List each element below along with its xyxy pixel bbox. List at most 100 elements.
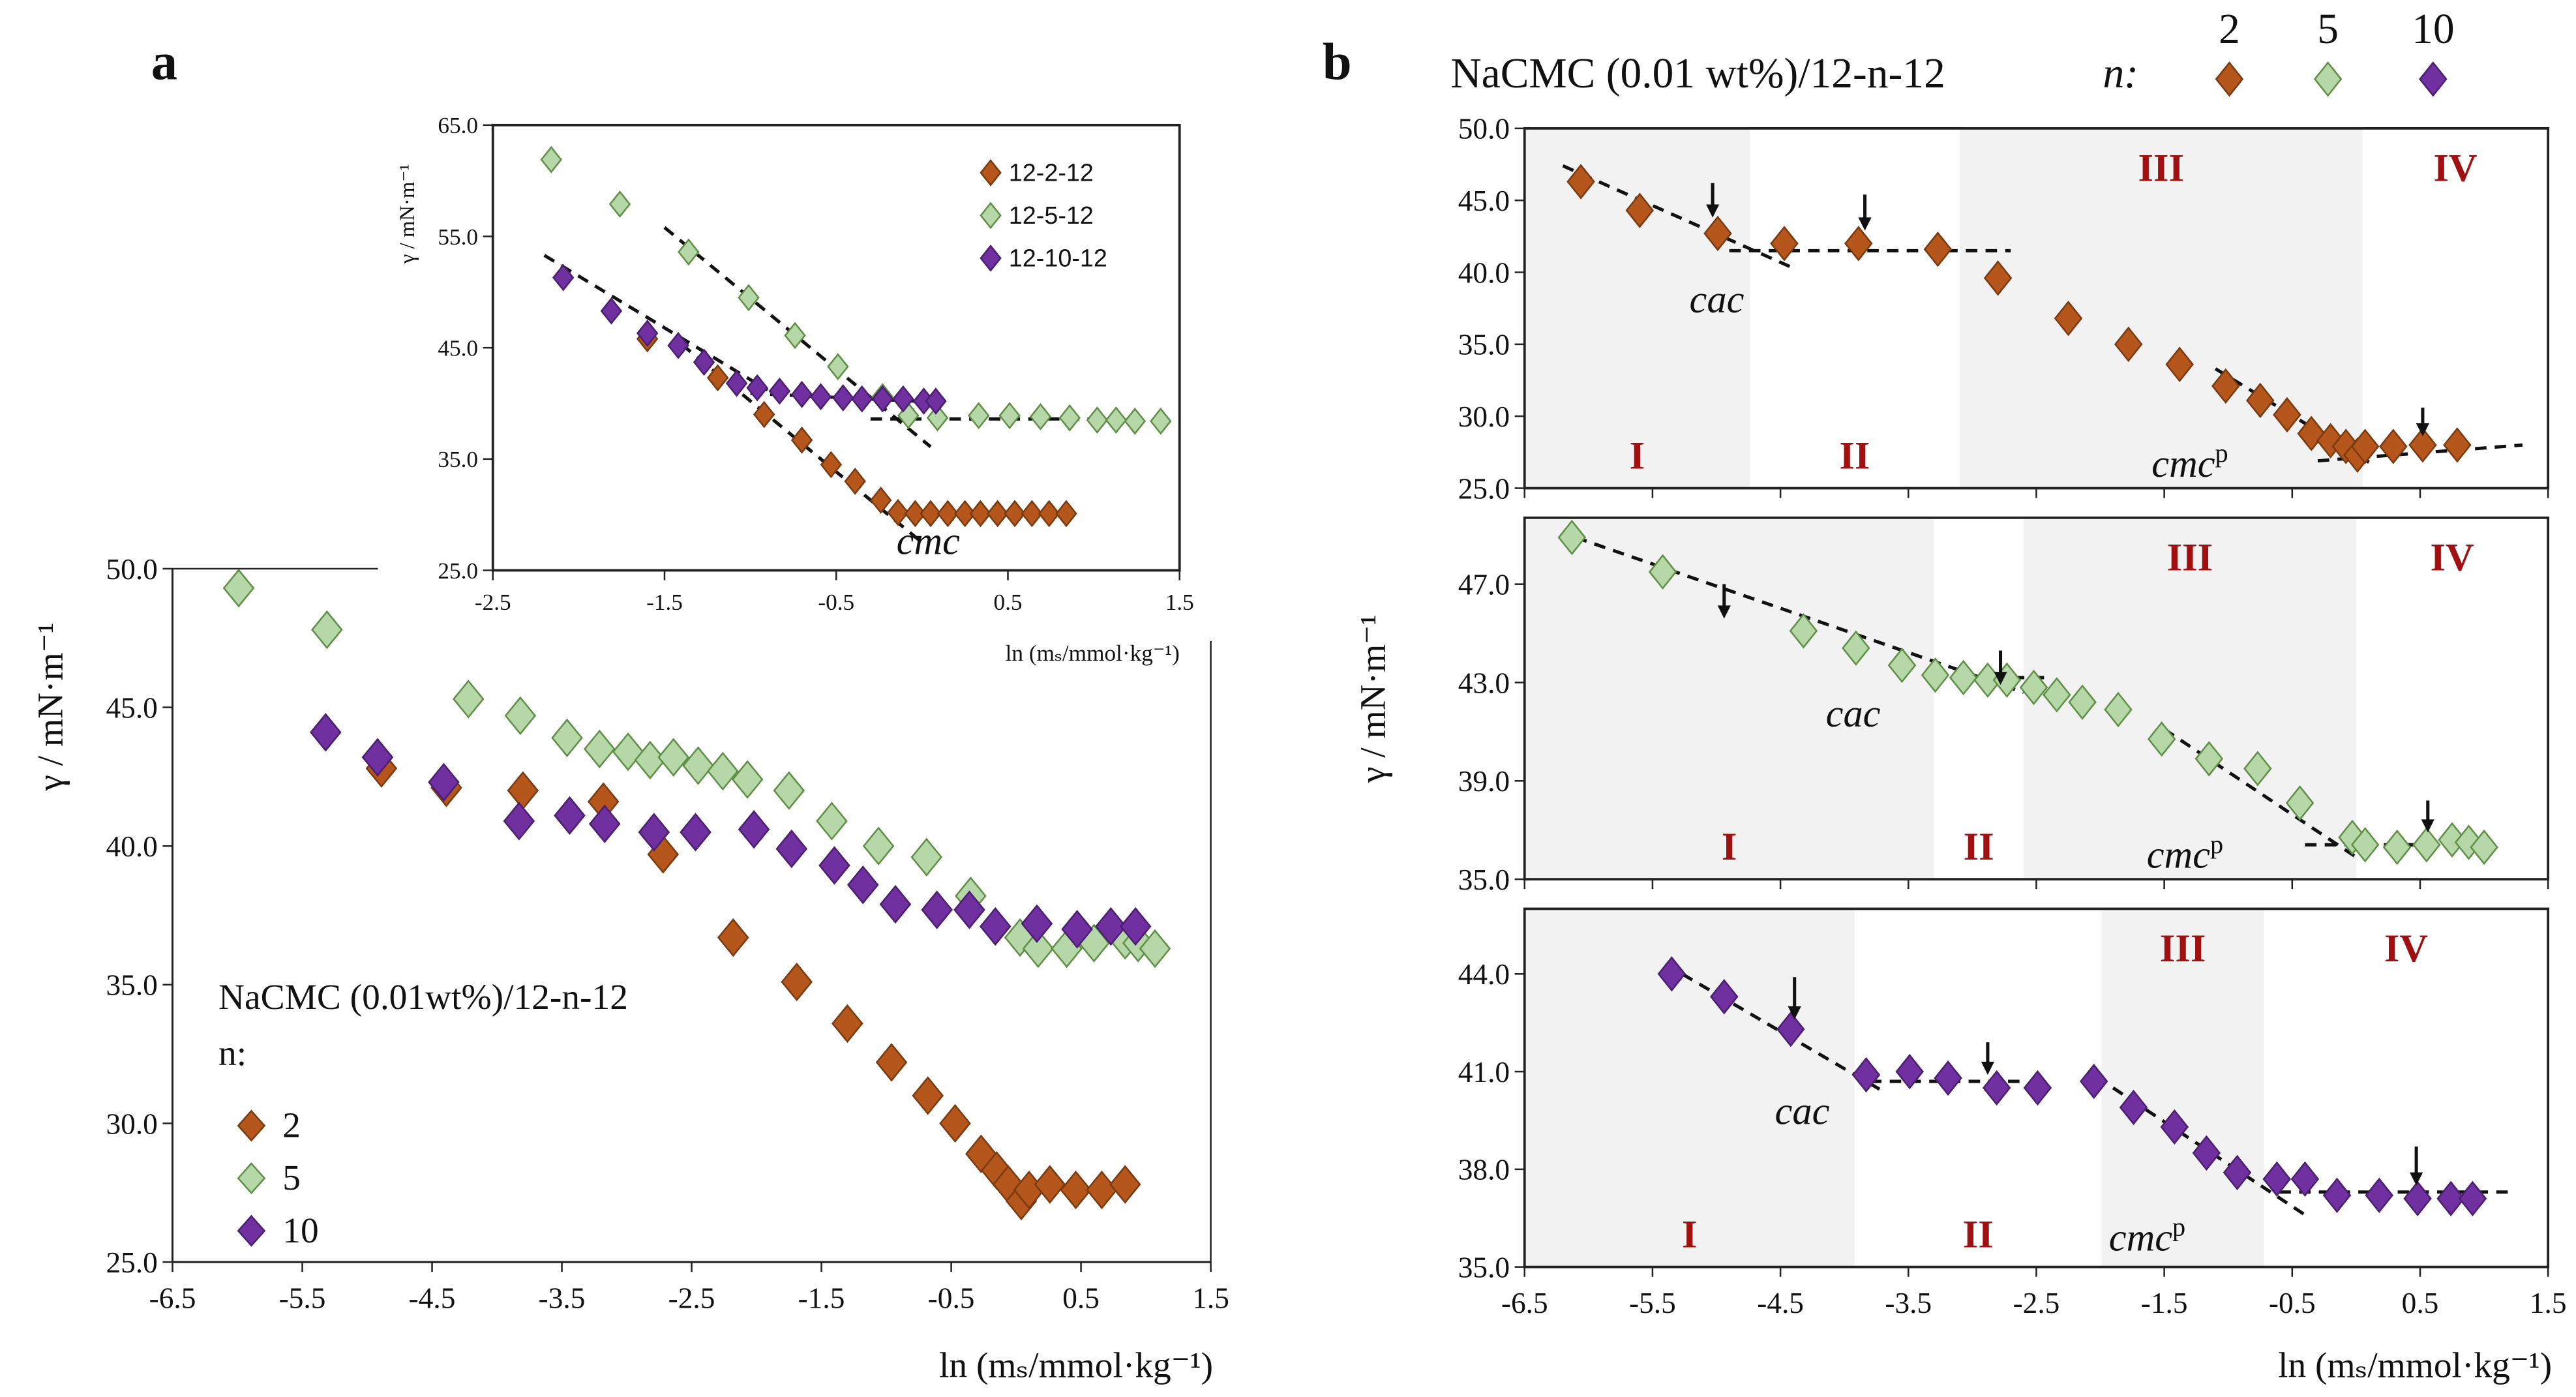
x-tick-label: 0.5 <box>993 590 1022 615</box>
data-point <box>504 696 537 736</box>
data-point <box>2350 827 2380 863</box>
legend-b-n-label: n: <box>2103 50 2138 97</box>
data-point <box>2223 1154 2252 1191</box>
data-point <box>2379 428 2408 464</box>
legend-a-marker <box>237 1109 266 1142</box>
data-point <box>2273 397 2301 433</box>
legend-inset: 12-2-12 12-5-12 12-10-12 <box>969 148 1150 280</box>
data-point <box>1770 226 1799 262</box>
x-tick-label: -0.5 <box>2269 1287 2316 1319</box>
data-point <box>2054 300 2083 337</box>
legend-a-marker <box>237 1214 266 1247</box>
data-point <box>925 387 947 415</box>
data-point <box>1625 192 1655 228</box>
data-point <box>2194 741 2224 777</box>
x-tick-label: -2.5 <box>2013 1287 2060 1319</box>
legend-a-title: NaCMC (0.01wt%)/12-n-12 <box>218 977 628 1017</box>
data-point <box>2470 829 2498 865</box>
annotation-superscript: p <box>2215 438 2228 468</box>
data-point <box>979 907 1011 946</box>
data-point <box>844 468 866 495</box>
data-point <box>1703 215 1732 252</box>
data-point <box>1776 1011 1805 1047</box>
annotation-cmc-p: cmcp <box>2151 438 2228 486</box>
data-point <box>1710 979 1739 1015</box>
annotation-cmc: cmc <box>897 519 960 563</box>
arrow-down-icon <box>2416 423 2429 437</box>
legend-a-item-5: 5 <box>282 1158 301 1197</box>
panel-label-a: a <box>151 33 177 91</box>
y-tick-label: 39.0 <box>1458 765 1510 798</box>
data-point <box>667 331 689 359</box>
data-point <box>904 500 927 528</box>
legend-b-marker <box>2313 61 2343 97</box>
x-axis-label: ln (mₛ/mmol·kg⁻¹) <box>939 1345 1213 1385</box>
x-tick-label: -5.5 <box>1629 1287 1676 1319</box>
data-point <box>1851 1057 1881 1093</box>
data-point <box>2436 1180 2465 1216</box>
data-point <box>869 487 892 514</box>
data-point <box>507 771 539 810</box>
x-tick-label: 1.5 <box>2530 1287 2567 1319</box>
y-tick-label: 38.0 <box>1458 1154 1510 1186</box>
legend-b-item-2: 2 <box>2219 6 2240 53</box>
legend-b-title: NaCMC (0.01 wt%)/12-n-12 <box>1450 50 1945 97</box>
data-point <box>1992 662 2022 698</box>
data-point <box>818 846 850 885</box>
legend-inset-marker <box>980 158 1002 187</box>
region-label: IV <box>2433 146 2477 190</box>
data-point <box>968 402 990 430</box>
data-point <box>717 918 749 957</box>
data-point <box>1657 956 1686 992</box>
x-tick-label: 0.5 <box>1062 1282 1100 1315</box>
data-point <box>1058 404 1081 432</box>
data-point <box>2382 829 2412 865</box>
y-axis-label: γ / mN·m⁻¹ <box>396 164 419 264</box>
region-label: IV <box>2430 536 2474 580</box>
annotation-cmc-p: cmcp <box>2147 830 2223 877</box>
region-shade <box>1524 517 1934 880</box>
y-tick-label: 47.0 <box>1458 569 1510 601</box>
data-point <box>608 190 631 218</box>
data-point <box>634 740 666 780</box>
data-point <box>2043 677 2071 713</box>
legend-a-item-10: 10 <box>282 1210 318 1250</box>
data-point <box>1109 1165 1141 1204</box>
data-point <box>768 377 791 405</box>
y-tick-label: 55.0 <box>438 224 478 250</box>
series-2 <box>1566 164 2472 473</box>
data-point <box>879 884 912 924</box>
data-point <box>1029 403 1052 430</box>
arrow-down-icon <box>1858 217 1872 231</box>
data-point <box>2147 721 2176 757</box>
arrow-down-icon <box>2421 819 2434 833</box>
x-tick-label: -1.5 <box>2141 1287 2188 1319</box>
data-point <box>746 374 768 402</box>
annotation-cmc: cmc <box>2151 442 2215 486</box>
y-tick-label: 40.0 <box>1458 256 1510 289</box>
data-point <box>1139 929 1171 969</box>
x-tick-label: 0.5 <box>2402 1287 2439 1319</box>
y-tick-label: 41.0 <box>1458 1056 1510 1089</box>
x-tick-label: 1.5 <box>1192 1282 1229 1315</box>
data-point <box>731 760 764 799</box>
data-point <box>926 404 949 432</box>
data-point <box>2160 1109 2189 1145</box>
data-point <box>552 263 575 292</box>
x-tick-label: -3.5 <box>1885 1287 1932 1319</box>
data-point <box>1566 164 1595 200</box>
data-point <box>753 400 775 428</box>
data-point <box>1022 929 1055 969</box>
data-point <box>1982 1070 2011 1106</box>
y-tick-label: 45.0 <box>1458 185 1510 217</box>
annotation-superscript: p <box>2210 830 2223 859</box>
region-label: III <box>2160 927 2206 970</box>
x-tick-label: -2.5 <box>668 1282 715 1315</box>
data-point <box>1004 500 1026 528</box>
y-tick-label: 25.0 <box>1458 472 1510 505</box>
data-point <box>540 145 562 173</box>
data-point <box>2443 427 2472 463</box>
data-point <box>998 402 1021 430</box>
data-point <box>820 451 843 479</box>
